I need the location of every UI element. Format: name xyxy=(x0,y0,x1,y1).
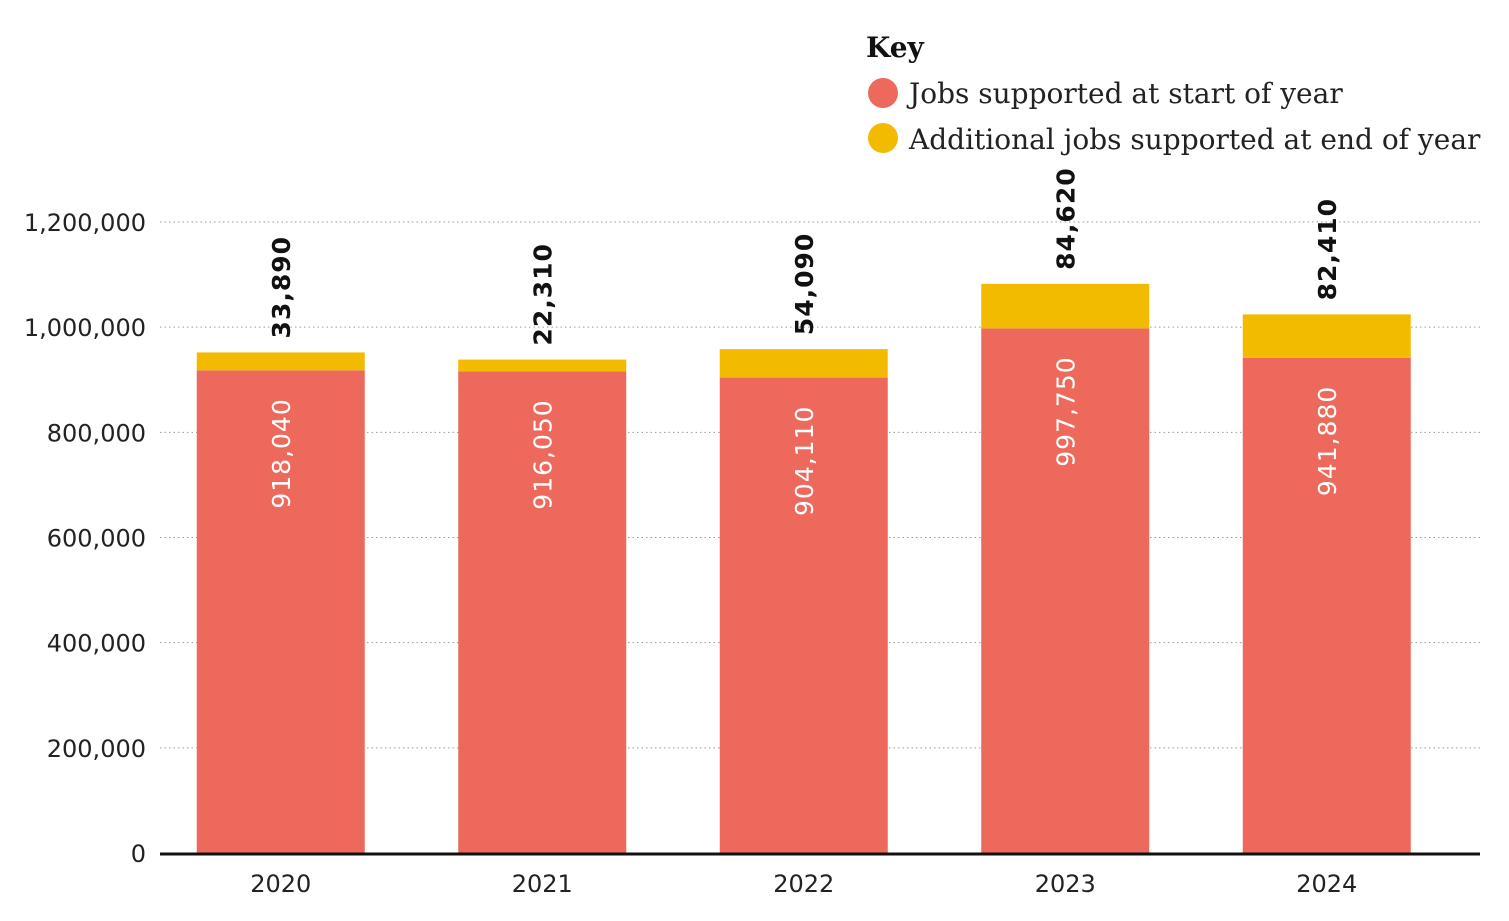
bar-end-of-year xyxy=(981,283,1150,329)
x-tick-label: 2024 xyxy=(1296,870,1357,898)
bar-start-of-year xyxy=(1242,357,1411,853)
data-label-end-of-year: 82,410 xyxy=(1313,198,1342,300)
bar-start-of-year xyxy=(981,328,1150,853)
data-label-start-of-year: 997,750 xyxy=(1051,356,1080,466)
x-tick-label: 2023 xyxy=(1035,870,1096,898)
x-tick-label: 2021 xyxy=(512,870,573,898)
bar-end-of-year xyxy=(719,349,888,378)
x-tick-label: 2020 xyxy=(250,870,311,898)
data-label-start-of-year: 916,050 xyxy=(528,399,557,509)
data-label-start-of-year: 918,040 xyxy=(267,398,296,508)
y-tick-label: 200,000 xyxy=(47,735,146,763)
bar-start-of-year xyxy=(458,371,627,853)
bar-end-of-year xyxy=(1242,314,1411,358)
bar-end-of-year xyxy=(196,352,365,371)
data-label-start-of-year: 904,110 xyxy=(790,406,819,516)
y-tick-label: 1,000,000 xyxy=(24,314,146,342)
bar-start-of-year xyxy=(719,377,888,853)
y-tick-label: 800,000 xyxy=(47,419,146,447)
data-label-end-of-year: 33,890 xyxy=(267,236,296,338)
y-tick-label: 600,000 xyxy=(47,525,146,553)
y-tick-label: 400,000 xyxy=(47,630,146,658)
legend-swatch-end-of-year xyxy=(868,123,898,153)
legend: Key Jobs supported at start of year Addi… xyxy=(866,31,1481,156)
y-axis-ticks: 0 200,000 400,000 600,000 800,000 1,000,000 1,… xyxy=(24,209,146,868)
data-label-end-of-year: 22,310 xyxy=(528,243,557,345)
bar-start-of-year xyxy=(196,370,365,853)
bars xyxy=(196,283,1411,853)
data-label-start-of-year: 941,880 xyxy=(1313,386,1342,496)
data-labels: 918,040 33,890 916,050 22,310 904,110 54,090 9… xyxy=(267,167,1342,516)
legend-label-end-of-year: Additional jobs supported at end of year xyxy=(908,123,1481,156)
data-label-end-of-year: 54,090 xyxy=(790,233,819,335)
y-tick-label: 1,200,000 xyxy=(24,209,146,237)
x-tick-label: 2022 xyxy=(773,870,834,898)
legend-title: Key xyxy=(866,31,925,64)
bar-end-of-year xyxy=(458,359,627,372)
data-label-end-of-year: 84,620 xyxy=(1051,167,1080,269)
legend-swatch-start-of-year xyxy=(868,78,898,108)
legend-label-start-of-year: Jobs supported at start of year xyxy=(906,77,1343,110)
x-axis-labels: 2020 2021 2022 2023 2024 xyxy=(250,870,1357,898)
y-tick-label: 0 xyxy=(131,840,146,868)
